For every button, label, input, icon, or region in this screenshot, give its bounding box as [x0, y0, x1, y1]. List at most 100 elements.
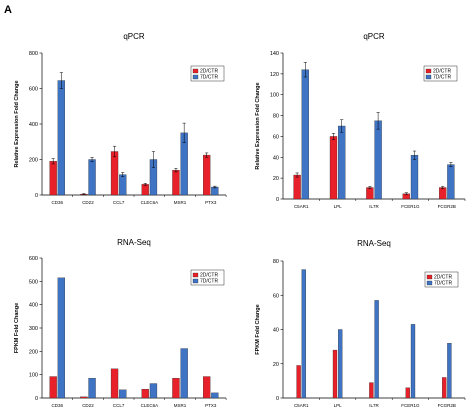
y-tick-label: 100 [270, 93, 279, 99]
legend-swatch [425, 74, 432, 80]
category-label: CD36 [51, 403, 63, 408]
y-axis-label: FPKM Fold Change [255, 304, 261, 354]
y-tick-label: 0 [276, 197, 279, 203]
y-tick-label: 100 [29, 373, 38, 379]
bar-2d-ctr [110, 151, 119, 196]
y-tick-label: 200 [29, 158, 38, 164]
bar-2d-ctr [141, 388, 149, 399]
bar-7d-ctr [338, 329, 343, 399]
bar-7d-ctr [211, 186, 219, 196]
category-label: C5AR1 [294, 403, 309, 408]
legend-label: 7D/CTR [200, 279, 218, 285]
chart-rnaseq-left: RNA-Seq FPKM Fold Change 0 100 200 300 400 500 6… [14, 238, 227, 408]
category-label: MSR1 [174, 403, 187, 408]
y-tick-label: 0 [35, 396, 38, 402]
legend-swatch [192, 272, 199, 278]
chart-title: RNA-Seq [357, 239, 391, 248]
y-tick-label: 40 [273, 328, 279, 334]
bar-7d-ctr [374, 120, 382, 200]
category-label: FCGR2B [438, 204, 456, 209]
legend-label: 2D/CTR [200, 273, 218, 279]
bar-2d-ctr [202, 376, 211, 399]
panel-letter: A [4, 4, 12, 16]
y-tick-label: 40 [273, 155, 279, 161]
legend-swatch [426, 280, 433, 286]
bar-7d-ctr [57, 277, 65, 399]
y-tick-label: 400 [29, 303, 38, 309]
category-label: CCL7 [113, 200, 125, 205]
y-tick-label: 140 [270, 51, 279, 57]
category-label: PTX3 [205, 403, 217, 408]
bar-2d-ctr [80, 396, 88, 399]
legend-label: 7D/CTR [200, 75, 218, 81]
category-label: IL7R [369, 204, 379, 209]
y-tick-label: 600 [29, 87, 38, 93]
category-label: PTX3 [205, 200, 217, 205]
y-axis-label: FPKM Fold Change [14, 303, 20, 353]
y-tick-label: 200 [29, 349, 38, 355]
bar-2d-ctr [172, 378, 180, 399]
bar-7d-ctr [338, 125, 346, 200]
bar-2d-ctr [110, 368, 119, 399]
bar-2d-ctr [405, 387, 410, 399]
category-label: CD22 [82, 403, 94, 408]
y-tick-label: 300 [29, 326, 38, 332]
category-label: LPL [334, 204, 343, 209]
legend-box [190, 65, 225, 82]
bar-7d-ctr [180, 348, 188, 399]
bar-7d-ctr [119, 389, 127, 399]
legend-label: 7D/CTR [433, 75, 451, 81]
legend-swatch [192, 278, 199, 284]
bar-7d-ctr [410, 324, 416, 399]
y-tick-label: 80 [273, 259, 279, 265]
legend-label: 7D/CTR [434, 281, 452, 287]
category-label: C5AR1 [294, 204, 309, 209]
legend-box [190, 269, 225, 286]
bar-7d-ctr [119, 174, 127, 196]
bar-7d-ctr [447, 343, 452, 399]
y-tick-label: 500 [29, 279, 38, 285]
y-tick-label: 20 [273, 362, 279, 368]
y-tick-label: 60 [273, 293, 279, 299]
chart-qpcr-left: qPCR Relative Expression Fold Change 0 200 4… [14, 32, 227, 205]
bar-2d-ctr [49, 161, 57, 196]
category-label: CLEC6A [141, 200, 159, 205]
y-tick-label: 0 [35, 193, 38, 199]
bar-2d-ctr [141, 184, 149, 196]
bar-2d-ctr [329, 136, 338, 200]
bar-2d-ctr [442, 377, 447, 399]
bar-7d-ctr [88, 378, 96, 399]
legend-swatch [192, 68, 199, 74]
bar-2d-ctr [296, 365, 301, 399]
bar-2d-ctr [439, 187, 447, 200]
chart-qpcr-right: qPCR Relative Expression Fold Change 0 20 40… [255, 32, 466, 209]
bar-2d-ctr [49, 376, 57, 399]
category-label: CCL7 [113, 403, 125, 408]
bar-7d-ctr [57, 80, 65, 196]
category-label: LPL [334, 403, 343, 408]
y-tick-label: 600 [29, 256, 38, 262]
legend-label: 2D/CTR [434, 275, 452, 281]
chart-title: qPCR [123, 32, 145, 41]
chart-rnaseq-right: RNA-Seq FPKM Fold Change 0 20 40 60 80 C5AR1 LPL… [255, 239, 466, 408]
bar-7d-ctr [88, 159, 96, 196]
y-tick-label: 800 [29, 51, 38, 57]
y-tick-label: 80 [273, 114, 279, 120]
y-axis-label: Relative Expression Fold Change [14, 80, 20, 167]
category-label: CLEC6A [141, 403, 159, 408]
category-label: CD36 [51, 200, 63, 205]
category-label: IL7R [369, 403, 379, 408]
bar-2d-ctr [366, 187, 374, 200]
bar-2d-ctr [172, 169, 180, 196]
legend-swatch [192, 74, 199, 80]
y-tick-label: 0 [276, 396, 279, 402]
bar-7d-ctr [301, 69, 309, 200]
bar-7d-ctr [374, 300, 379, 399]
chart-title: RNA-Seq [117, 238, 151, 247]
bar-7d-ctr [211, 392, 219, 399]
legend-box [423, 65, 458, 82]
